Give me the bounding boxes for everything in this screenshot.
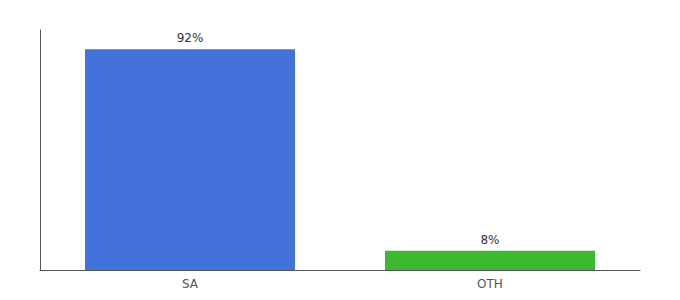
svg-text:SA: SA [182, 277, 199, 291]
svg-text:92%: 92% [177, 31, 204, 45]
svg-text:OTH: OTH [477, 277, 503, 291]
svg-text:8%: 8% [480, 233, 499, 247]
